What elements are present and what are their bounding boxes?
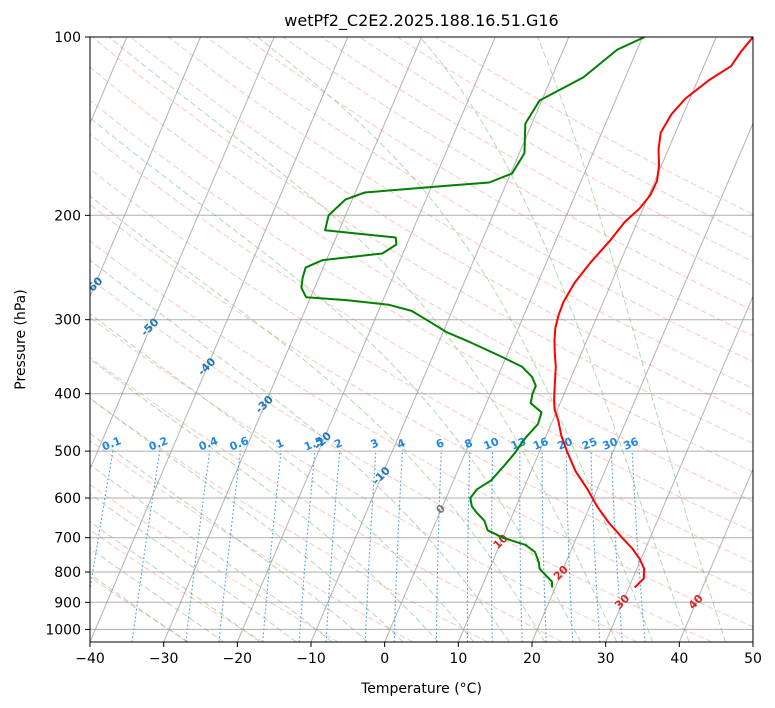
mixing-ratio-label: 30 (601, 435, 620, 453)
moist-adiabat-line (90, 195, 546, 642)
dry-adiabat-line (168, 37, 753, 389)
moist-adiabat-line (90, 312, 475, 642)
y-tick-label: 900 (54, 595, 81, 611)
isotherm-line (236, 37, 496, 642)
mixing-ratio-line (131, 450, 161, 642)
isotherm-line (531, 122, 753, 642)
moist-adiabat-line (90, 521, 261, 642)
isotherm-line (90, 37, 275, 471)
mixing-ratio-label: 10 (482, 435, 501, 453)
mixing-ratio-label: 2 (332, 436, 344, 451)
y-axis-label: Pressure (hPa) (13, 289, 29, 389)
dry-adiabat-line (206, 37, 753, 363)
mixing-ratio-label: 36 (621, 435, 640, 453)
y-tick-label: 1000 (45, 622, 81, 638)
mixing-ratio-line (185, 450, 211, 642)
isotherm-line (384, 37, 643, 642)
x-tick-label: −30 (149, 651, 179, 667)
mixing-ratio-line (631, 450, 646, 642)
y-tick-label: 200 (54, 208, 81, 224)
moist-adiabat-line (257, 37, 654, 642)
moist-adiabat-line (90, 117, 582, 642)
dry-adiabat-line (90, 278, 712, 642)
dry-adiabat-line (90, 483, 339, 642)
dry-adiabat-line (90, 66, 753, 473)
x-tick-label: 0 (380, 651, 389, 667)
y-tick-label: 800 (54, 565, 81, 581)
y-tick-label: 700 (54, 531, 81, 547)
moist-adiabat-line (90, 547, 225, 642)
y-tick-label: 400 (54, 387, 81, 403)
moist-adiabat-line (419, 37, 690, 642)
isotherm-line (90, 37, 201, 298)
moist-adiabat-line (108, 37, 618, 642)
mixing-ratio-line (262, 450, 282, 642)
moist-adiabat-line (90, 432, 368, 642)
x-tick-label: −40 (75, 651, 105, 667)
x-axis-label: Temperature (°C) (360, 681, 482, 697)
dry-adiabat-line (90, 240, 753, 628)
isotherm-line (163, 37, 422, 642)
isotherm-line (457, 37, 717, 642)
moist-adiabat-line (90, 464, 333, 642)
plot-frame (89, 36, 754, 643)
x-tick-label: 10 (449, 651, 467, 667)
x-tick-label: 40 (670, 651, 688, 667)
mixing-ratio-line (218, 450, 242, 642)
mixing-ratio-label: 16 (531, 435, 550, 453)
dry-adiabat-line (90, 133, 753, 533)
isotherm-line (678, 467, 753, 642)
background-lines (90, 37, 753, 642)
y-tick-label: 300 (54, 313, 81, 329)
y-tick-label: 600 (54, 491, 81, 507)
x-tick-label: 30 (597, 651, 615, 667)
dewpoint-profile-line (300, 37, 646, 588)
axes: −40 −30 −20 −10 0 10 20 30 40 50 100 200 300 400 500 60… (45, 30, 762, 667)
dry-adiabat-line (90, 316, 638, 642)
x-tick-label: −20 (223, 651, 253, 667)
mixing-ratio-line (90, 450, 114, 594)
chart-title: wetPf2_C2E2.2025.188.16.51.G16 (284, 11, 558, 31)
moist-adiabat-line (90, 397, 404, 642)
dry-adiabat-line (282, 37, 753, 312)
dry-adiabat-line (130, 37, 753, 417)
x-tick-label: 20 (523, 651, 541, 667)
moist-adiabat-line (90, 358, 439, 642)
mixing-ratio-label: 3 (369, 436, 381, 451)
dry-adiabat-line (435, 37, 753, 215)
sounding-series (300, 37, 753, 589)
dry-adiabat-line (91, 37, 753, 444)
dry-adiabat-line (320, 37, 753, 287)
x-tick-label: −10 (296, 651, 326, 667)
isotherm-line (605, 295, 753, 642)
moist-adiabat-line (537, 37, 726, 642)
mixing-ratio-label: 1 (274, 436, 286, 451)
moist-adiabat-line (90, 573, 188, 642)
mixing-ratio-label: 25 (580, 435, 599, 453)
mixing-ratio-label: 8 (463, 436, 475, 451)
y-tick-label: 100 (54, 30, 81, 46)
mixing-ratio-line (298, 450, 316, 642)
y-tick-label: 500 (54, 444, 81, 460)
temperature-profile-line (553, 37, 753, 589)
x-tick-label: 50 (744, 651, 762, 667)
moist-adiabat-line (90, 259, 510, 642)
isotherm-line (90, 37, 349, 642)
